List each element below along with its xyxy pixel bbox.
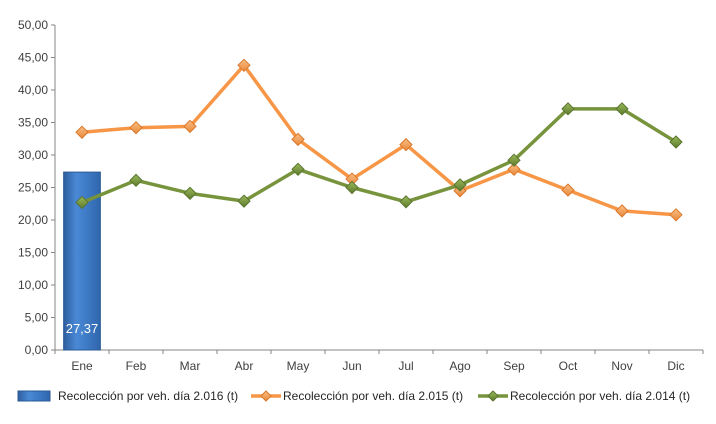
axes: 0,00 5,00 10,00 15,00 20,00 25,00 30,00 35,00 40… bbox=[18, 18, 704, 373]
marker-1-dic bbox=[669, 208, 683, 222]
series-line-2 bbox=[80, 107, 678, 205]
marker-1-jul bbox=[399, 137, 413, 152]
legend-label: Recolección por veh. día 2.014 (t) bbox=[510, 389, 690, 403]
marker-2-ago bbox=[453, 178, 467, 192]
legend-label: Recolección por veh. día 2.015 (t) bbox=[283, 389, 463, 403]
y-tick-label: 10,00 bbox=[18, 278, 48, 292]
x-tick-label: Abr bbox=[235, 359, 254, 373]
y-tick-label: 50,00 bbox=[18, 18, 48, 32]
marker-1-feb bbox=[129, 120, 143, 135]
x-tick-label: Jun bbox=[342, 359, 361, 373]
legend: Recolección por veh. día 2.016 (t) Recole… bbox=[17, 389, 690, 403]
marker-2-oct bbox=[561, 102, 575, 116]
data-labels: 27,37 bbox=[66, 321, 99, 336]
marker-2-mar bbox=[183, 186, 197, 201]
lines bbox=[75, 58, 683, 222]
marker-1-sep bbox=[507, 162, 521, 177]
marker-2-jul bbox=[399, 195, 413, 209]
marker-1-mar bbox=[183, 119, 197, 134]
marker-1-oct bbox=[561, 183, 575, 197]
legend-swatch-marker bbox=[260, 390, 272, 402]
x-tick-label: Ene bbox=[71, 359, 93, 373]
marker-1-nov bbox=[615, 204, 629, 218]
legend-swatch-marker bbox=[487, 390, 499, 402]
marker-2-nov bbox=[615, 102, 629, 116]
x-tick-label: Sep bbox=[503, 359, 525, 373]
x-tick-label: Oct bbox=[559, 359, 578, 373]
bar-data-label: 27,37 bbox=[66, 321, 99, 336]
legend-label: Recolección por veh. día 2.016 (t) bbox=[58, 389, 238, 403]
marker-2-dic bbox=[669, 135, 683, 149]
marker-2-feb bbox=[129, 173, 143, 188]
marker-2-may bbox=[291, 162, 305, 177]
x-tick-label: May bbox=[287, 359, 310, 373]
x-tick-label: Dic bbox=[667, 359, 684, 373]
marker-2-ene bbox=[75, 195, 89, 210]
y-tick-label: 35,00 bbox=[18, 116, 48, 130]
x-tick-label: Feb bbox=[126, 359, 147, 373]
y-tick-label: 30,00 bbox=[18, 148, 48, 162]
marker-1-abr bbox=[237, 58, 251, 73]
x-tick-label: Jul bbox=[398, 359, 413, 373]
y-tick-label: 40,00 bbox=[18, 83, 48, 97]
marker-2-abr bbox=[237, 194, 251, 208]
y-tick-label: 15,00 bbox=[18, 246, 48, 260]
y-tick-label: 25,00 bbox=[18, 181, 48, 195]
legend-swatch-bar bbox=[17, 390, 51, 402]
x-tick-label: Ago bbox=[449, 359, 471, 373]
marker-1-ene bbox=[75, 125, 89, 139]
marker-2-sep bbox=[507, 153, 521, 167]
y-tick-label: 45,00 bbox=[18, 51, 48, 65]
x-tick-label: Nov bbox=[611, 359, 632, 373]
series-line-1 bbox=[80, 63, 678, 217]
y-tick-label: 0,00 bbox=[25, 343, 49, 357]
marker-1-may bbox=[291, 132, 305, 147]
x-tick-label: Mar bbox=[180, 359, 201, 373]
y-tick-label: 20,00 bbox=[18, 213, 48, 227]
marker-2-jun bbox=[345, 180, 359, 195]
y-tick-label: 5,00 bbox=[25, 311, 49, 325]
